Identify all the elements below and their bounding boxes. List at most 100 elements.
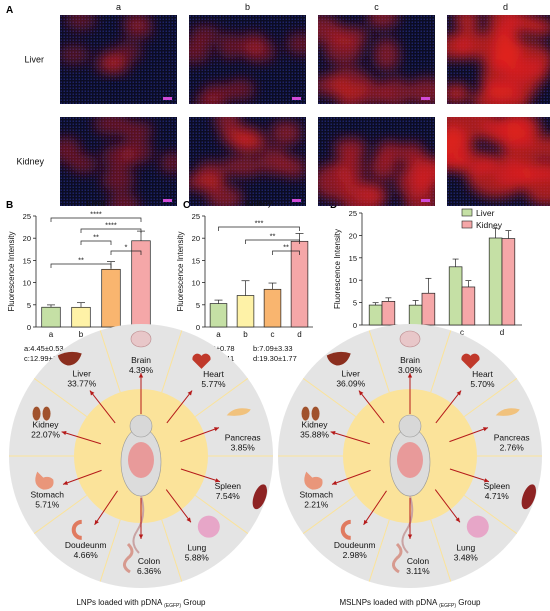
signal-blob — [447, 83, 470, 104]
arrow-head — [138, 373, 144, 378]
micrograph-signal — [189, 117, 306, 206]
signal-blob — [116, 40, 142, 63]
wheel-divider — [99, 330, 121, 393]
bar — [381, 300, 396, 326]
signal-blob — [124, 18, 153, 40]
delivery-arrow — [363, 490, 387, 526]
mouse-tail-icon — [401, 495, 414, 554]
x-tick-label: b — [243, 330, 248, 339]
y-tick-label: 25 — [192, 212, 200, 221]
y-tick-label: 5 — [196, 301, 200, 310]
signal-blob — [367, 15, 399, 29]
panel-letter-b: B — [6, 200, 13, 211]
delivery-arrow — [449, 427, 489, 443]
y-tick-label: 10 — [192, 279, 200, 288]
arrow-head — [483, 478, 489, 483]
delivery-arrow — [449, 468, 490, 483]
wheel-divider — [194, 494, 249, 534]
micro-row-label: Kidney — [16, 157, 44, 167]
bar — [41, 306, 61, 328]
organ-value: 36.09% — [336, 378, 365, 388]
arrow-head — [214, 427, 219, 432]
chart-title: Liver — [87, 198, 106, 208]
y-tick-label: 15 — [192, 256, 200, 265]
delivery-arrow — [180, 427, 220, 443]
organ-value: 3.48% — [454, 553, 479, 563]
micro-row-label: Liver — [24, 55, 44, 65]
delivery-arrow — [61, 431, 101, 445]
arrow-head — [214, 478, 220, 483]
signal-blob — [236, 131, 268, 153]
caption-sub: (EGFP) — [439, 603, 456, 609]
significance-label: **** — [90, 210, 102, 219]
bar — [236, 295, 255, 328]
duodenum-icon — [71, 519, 82, 540]
organ-value: 35.88% — [300, 430, 329, 440]
signal-blob — [395, 169, 434, 198]
liver-icon — [57, 351, 82, 366]
bar — [263, 288, 282, 328]
organ-name: Lung — [456, 543, 475, 553]
x-tick-label: b — [79, 330, 84, 339]
wheel-divider — [33, 378, 88, 418]
panel-letter-a: A — [6, 5, 13, 16]
signal-blob — [189, 40, 211, 64]
micrograph-signal — [60, 15, 153, 75]
x-tick-label: d — [297, 330, 301, 339]
brain-icon — [399, 330, 421, 348]
y-tick-label: 25 — [23, 212, 31, 221]
organ-name: Doudeunm — [65, 540, 107, 550]
signal-blob — [101, 166, 135, 193]
arrow-head — [363, 519, 368, 525]
kidney-icon — [301, 406, 310, 421]
y-tick-label: 20 — [192, 234, 200, 243]
bar — [71, 306, 91, 328]
y-tick-label: 0 — [196, 323, 200, 332]
signal-blob — [318, 15, 340, 43]
legend-swatch — [461, 208, 473, 217]
scale-bar — [421, 97, 430, 100]
bar — [408, 304, 423, 326]
significance-label: * — [125, 243, 128, 252]
y-tick-label: 15 — [23, 256, 31, 265]
scale-bar — [292, 199, 301, 202]
micrograph-grid: a b c d Liver Kidney — [16, 2, 550, 206]
signal-blob — [407, 77, 435, 104]
scale-bar — [163, 97, 172, 100]
signal-blob — [202, 83, 232, 104]
signal-blob — [318, 74, 354, 97]
caption-main: LNPs loaded with pDNA — [76, 598, 164, 607]
kidney-icon — [311, 406, 320, 421]
delivery-arrow — [358, 390, 385, 424]
significance-bracket — [272, 250, 300, 255]
stats-text: d:19.30±1.77 — [253, 354, 297, 363]
significance-bracket — [218, 226, 300, 231]
y-tick-label: 0 — [27, 323, 31, 332]
micro-col-label: a — [116, 2, 121, 12]
wheel-divider — [302, 378, 357, 418]
delivery-arrow — [331, 469, 371, 485]
micro-col-label: b — [245, 2, 250, 12]
organ-name: Pancreas — [225, 432, 261, 442]
chart-title: Kidney — [246, 198, 273, 208]
arrow-head — [89, 390, 95, 396]
stomach-icon — [304, 471, 323, 490]
wheel-divider — [302, 494, 357, 534]
organ-name: Stomach — [299, 490, 333, 500]
signal-blob — [189, 172, 225, 192]
wheel-divider — [368, 330, 390, 393]
organ-value: 6.36% — [137, 566, 162, 576]
organ-name: Liver — [73, 368, 92, 378]
bar — [488, 237, 503, 326]
micrograph-signal — [318, 137, 435, 206]
legend-swatch — [461, 220, 473, 229]
y-tick-label: 5 — [353, 299, 357, 308]
delivery-arrow — [94, 490, 118, 526]
organ-value: 2.98% — [343, 550, 368, 560]
arrow-head — [483, 427, 488, 432]
signal-blob — [453, 15, 481, 28]
stats-text: c:12.99±1.73 — [24, 354, 67, 363]
arrow-head — [407, 534, 413, 539]
significance-label: *** — [255, 219, 264, 228]
